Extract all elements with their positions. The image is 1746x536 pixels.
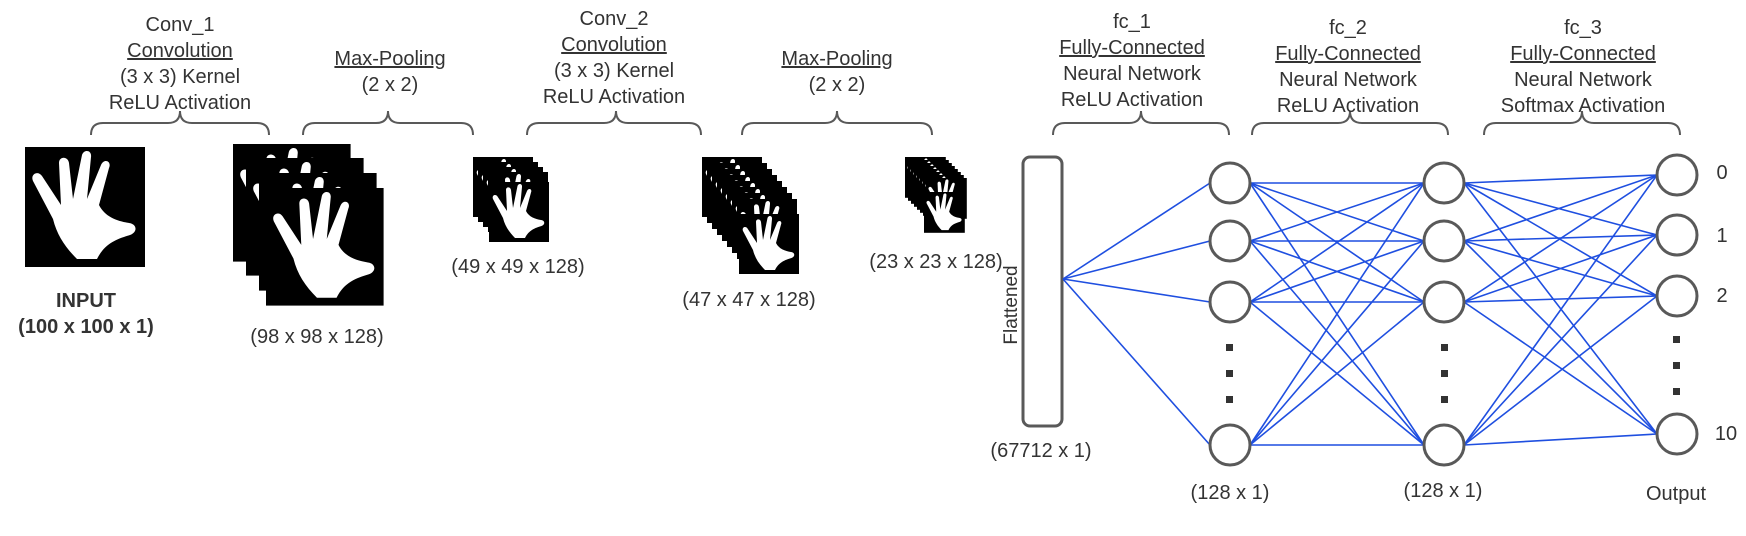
flatten-to-fc1-connection xyxy=(1063,241,1210,279)
conv2-dims: (47 x 47 x 128) xyxy=(682,287,815,313)
fc1-node xyxy=(1210,221,1250,261)
fc1-node xyxy=(1210,163,1250,203)
flatten-to-fc1-connection xyxy=(1063,279,1210,302)
fc2-to-output-connection xyxy=(1464,183,1657,434)
pool2-heading: Max-Pooling (2 x 2) xyxy=(781,46,892,98)
fc2-type: Fully-Connected xyxy=(1275,41,1421,67)
conv1-name: Conv_1 xyxy=(109,12,251,38)
flatten-to-fc1-connection xyxy=(1063,183,1210,279)
fc2-to-output-connection xyxy=(1464,175,1657,302)
fc2-to-output-connection xyxy=(1464,175,1657,183)
output-ellipsis-dot xyxy=(1673,336,1680,343)
fc2-dims: (128 x 1) xyxy=(1404,478,1483,504)
output-class-0: 0 xyxy=(1716,160,1727,186)
fc1-network: Neural Network xyxy=(1059,61,1205,87)
input-image xyxy=(25,147,145,267)
fc3-activation: Softmax Activation xyxy=(1501,93,1666,119)
brace-pool1 xyxy=(303,111,473,135)
output-ellipsis-dot xyxy=(1673,388,1680,395)
fc3-name: fc_3 xyxy=(1501,15,1666,41)
conv2-feature-maps xyxy=(702,157,799,274)
output-ellipsis-dot xyxy=(1673,362,1680,369)
conv2-activation: ReLU Activation xyxy=(543,84,685,110)
pool1-dims: (49 x 49 x 128) xyxy=(451,254,584,280)
fc2-network: Neural Network xyxy=(1275,67,1421,93)
input-title: INPUT xyxy=(18,288,154,314)
brace-conv2 xyxy=(527,111,701,135)
input-label: INPUT (100 x 100 x 1) xyxy=(18,288,154,340)
fc1-node xyxy=(1210,425,1250,465)
conv2-name: Conv_2 xyxy=(543,6,685,32)
fc1-activation: ReLU Activation xyxy=(1059,87,1205,113)
fc2-node xyxy=(1424,221,1464,261)
fc2-heading: fc_2 Fully-Connected Neural Network ReLU… xyxy=(1275,15,1421,119)
fc1-ellipsis-dot xyxy=(1226,344,1233,351)
output-label: Output xyxy=(1646,481,1706,507)
fc2-node xyxy=(1424,282,1464,322)
fc2-name: fc_2 xyxy=(1275,15,1421,41)
fc2-to-output-connection xyxy=(1464,434,1657,445)
conv2-type: Convolution xyxy=(543,32,685,58)
fc2-node xyxy=(1424,425,1464,465)
brace-pool2 xyxy=(742,111,932,135)
fc1-type: Fully-Connected xyxy=(1059,35,1205,61)
pool1-heading: Max-Pooling (2 x 2) xyxy=(334,46,445,98)
fc3-heading: fc_3 Fully-Connected Neural Network Soft… xyxy=(1501,15,1666,119)
fc2-to-output-connection xyxy=(1464,296,1657,302)
fc2-to-output-connection xyxy=(1464,296,1657,445)
flattened-label: Flattened xyxy=(1001,265,1023,344)
fc3-network: Neural Network xyxy=(1501,67,1666,93)
fc1-name: fc_1 xyxy=(1059,9,1205,35)
brace-fc1 xyxy=(1053,111,1229,135)
output-node xyxy=(1657,215,1697,255)
pool2-type: Max-Pooling xyxy=(781,46,892,72)
conv1-kernel: (3 x 3) Kernel xyxy=(109,64,251,90)
fc2-ellipsis-dot xyxy=(1441,396,1448,403)
flattened-box xyxy=(1023,157,1062,426)
output-node xyxy=(1657,414,1697,454)
fc1-ellipsis-dot xyxy=(1226,396,1233,403)
conv2-kernel: (3 x 3) Kernel xyxy=(543,58,685,84)
output-class-1: 1 xyxy=(1716,223,1727,249)
fc2-activation: ReLU Activation xyxy=(1275,93,1421,119)
fc2-to-output-connection xyxy=(1464,183,1657,235)
conv1-feature-maps xyxy=(233,144,384,306)
output-class-10: 10 xyxy=(1715,421,1737,447)
fc2-ellipsis-dot xyxy=(1441,344,1448,351)
conv2-heading: Conv_2 Convolution (3 x 3) Kernel ReLU A… xyxy=(543,6,685,110)
pool2-feature-maps xyxy=(905,157,967,233)
fc1-node xyxy=(1210,282,1250,322)
stage-braces xyxy=(91,111,1680,135)
network-connections xyxy=(1063,175,1657,445)
conv1-heading: Conv_1 Convolution (3 x 3) Kernel ReLU A… xyxy=(109,12,251,116)
output-node xyxy=(1657,155,1697,195)
flattened-dims: (67712 x 1) xyxy=(990,438,1091,464)
output-class-2: 2 xyxy=(1716,283,1727,309)
fc2-node xyxy=(1424,163,1464,203)
fc2-to-output-connection xyxy=(1464,235,1657,302)
conv1-type: Convolution xyxy=(109,38,251,64)
fc3-type: Fully-Connected xyxy=(1501,41,1666,67)
fc1-heading: fc_1 Fully-Connected Neural Network ReLU… xyxy=(1059,9,1205,113)
input-dims: (100 x 100 x 1) xyxy=(18,314,154,340)
fc2-ellipsis-dot xyxy=(1441,370,1448,377)
pool2-size: (2 x 2) xyxy=(781,72,892,98)
pool1-type: Max-Pooling xyxy=(334,46,445,72)
flatten-to-fc1-connection xyxy=(1063,279,1210,445)
fc1-dims: (128 x 1) xyxy=(1191,480,1270,506)
pool1-feature-maps xyxy=(473,157,549,242)
pool1-size: (2 x 2) xyxy=(334,72,445,98)
conv1-dims: (98 x 98 x 128) xyxy=(250,324,383,350)
pool2-dims: (23 x 23 x 128) xyxy=(869,249,1002,275)
output-node xyxy=(1657,276,1697,316)
conv1-activation: ReLU Activation xyxy=(109,90,251,116)
fc1-ellipsis-dot xyxy=(1226,370,1233,377)
fc2-to-output-connection xyxy=(1464,175,1657,241)
